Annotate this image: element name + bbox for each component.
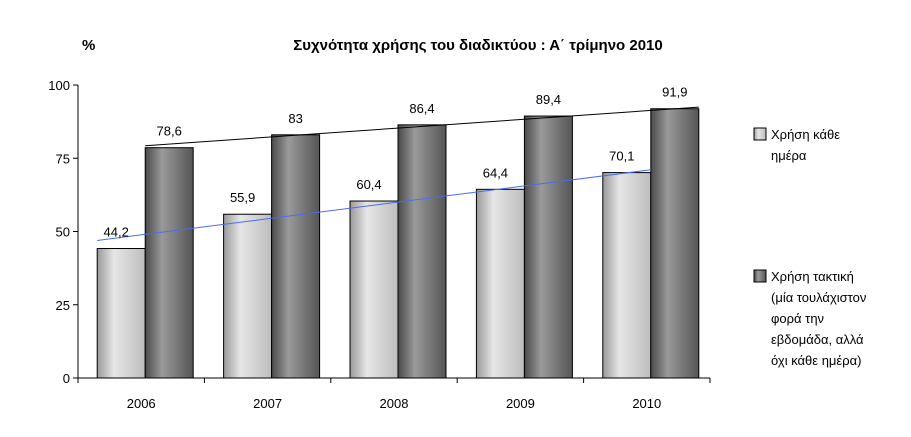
legend-label: εβδομάδα, αλλά — [771, 332, 864, 347]
legend-swatch-regular — [753, 269, 767, 283]
data-labels: 44,2 55,9 60,4 64,4 70,1 78,6 83 86,4 89,4 91,9 — [104, 85, 688, 240]
x-tick-label: 2008 — [380, 396, 409, 411]
data-label: 86,4 — [409, 101, 434, 116]
data-label: 55,9 — [230, 190, 255, 205]
bar-daily-2007 — [223, 213, 273, 379]
y-tick-label: 100 — [48, 78, 70, 93]
bar-daily-2010 — [602, 172, 652, 379]
legend-label: ημέρα — [771, 148, 807, 163]
x-tick-label: 2010 — [632, 396, 661, 411]
x-tick-label: 2009 — [506, 396, 535, 411]
y-tick-label: 50 — [56, 225, 70, 240]
y-tick-label: 25 — [56, 298, 70, 313]
data-label: 60,4 — [356, 177, 381, 192]
trendline-daily — [97, 169, 651, 241]
bar-regular-2009 — [523, 115, 573, 379]
x-tick-label: 2006 — [127, 396, 156, 411]
bar-regular-2010 — [650, 108, 700, 379]
trendline-regular — [145, 106, 699, 147]
legend-label: φορά την — [771, 311, 824, 326]
bars — [96, 108, 700, 379]
y-tick-label: 0 — [63, 371, 70, 386]
y-axis-label: % — [82, 37, 95, 54]
legend-label: όχι κάθε ημέρα) — [771, 353, 861, 368]
legend-label: (μία τουλάχιστον — [771, 290, 866, 305]
data-label: 89,4 — [536, 92, 561, 107]
data-label: 83 — [288, 111, 302, 126]
legend-label: Χρήση κάθε — [771, 127, 840, 142]
data-label: 78,6 — [157, 124, 182, 139]
bar-daily-2008 — [349, 200, 399, 379]
data-label: 44,2 — [104, 224, 129, 239]
legend: Χρήση κάθε ημέρα Χρήση τακτική (μία τουλάχι… — [753, 127, 866, 368]
legend-label: Χρήση τακτική — [771, 269, 854, 284]
bar-regular-2007 — [271, 134, 321, 379]
x-tick-label: 2007 — [253, 396, 282, 411]
legend-swatch-daily — [753, 127, 767, 141]
bar-regular-2008 — [397, 124, 447, 379]
y-tick-label: 75 — [56, 151, 70, 166]
bar-daily-2009 — [475, 188, 525, 379]
trendlines — [97, 106, 699, 241]
data-label: 64,4 — [483, 165, 508, 180]
axes: 0 25 50 75 100 2006 2007 2008 2009 2010 — [48, 78, 711, 411]
bar-regular-2006 — [144, 147, 194, 379]
data-label: 70,1 — [609, 149, 634, 164]
data-label: 91,9 — [662, 85, 687, 100]
chart-title: Συχνότητα χρήσης του διαδικτύου : Α΄ τρί… — [293, 37, 663, 54]
bar-daily-2006 — [96, 247, 146, 379]
